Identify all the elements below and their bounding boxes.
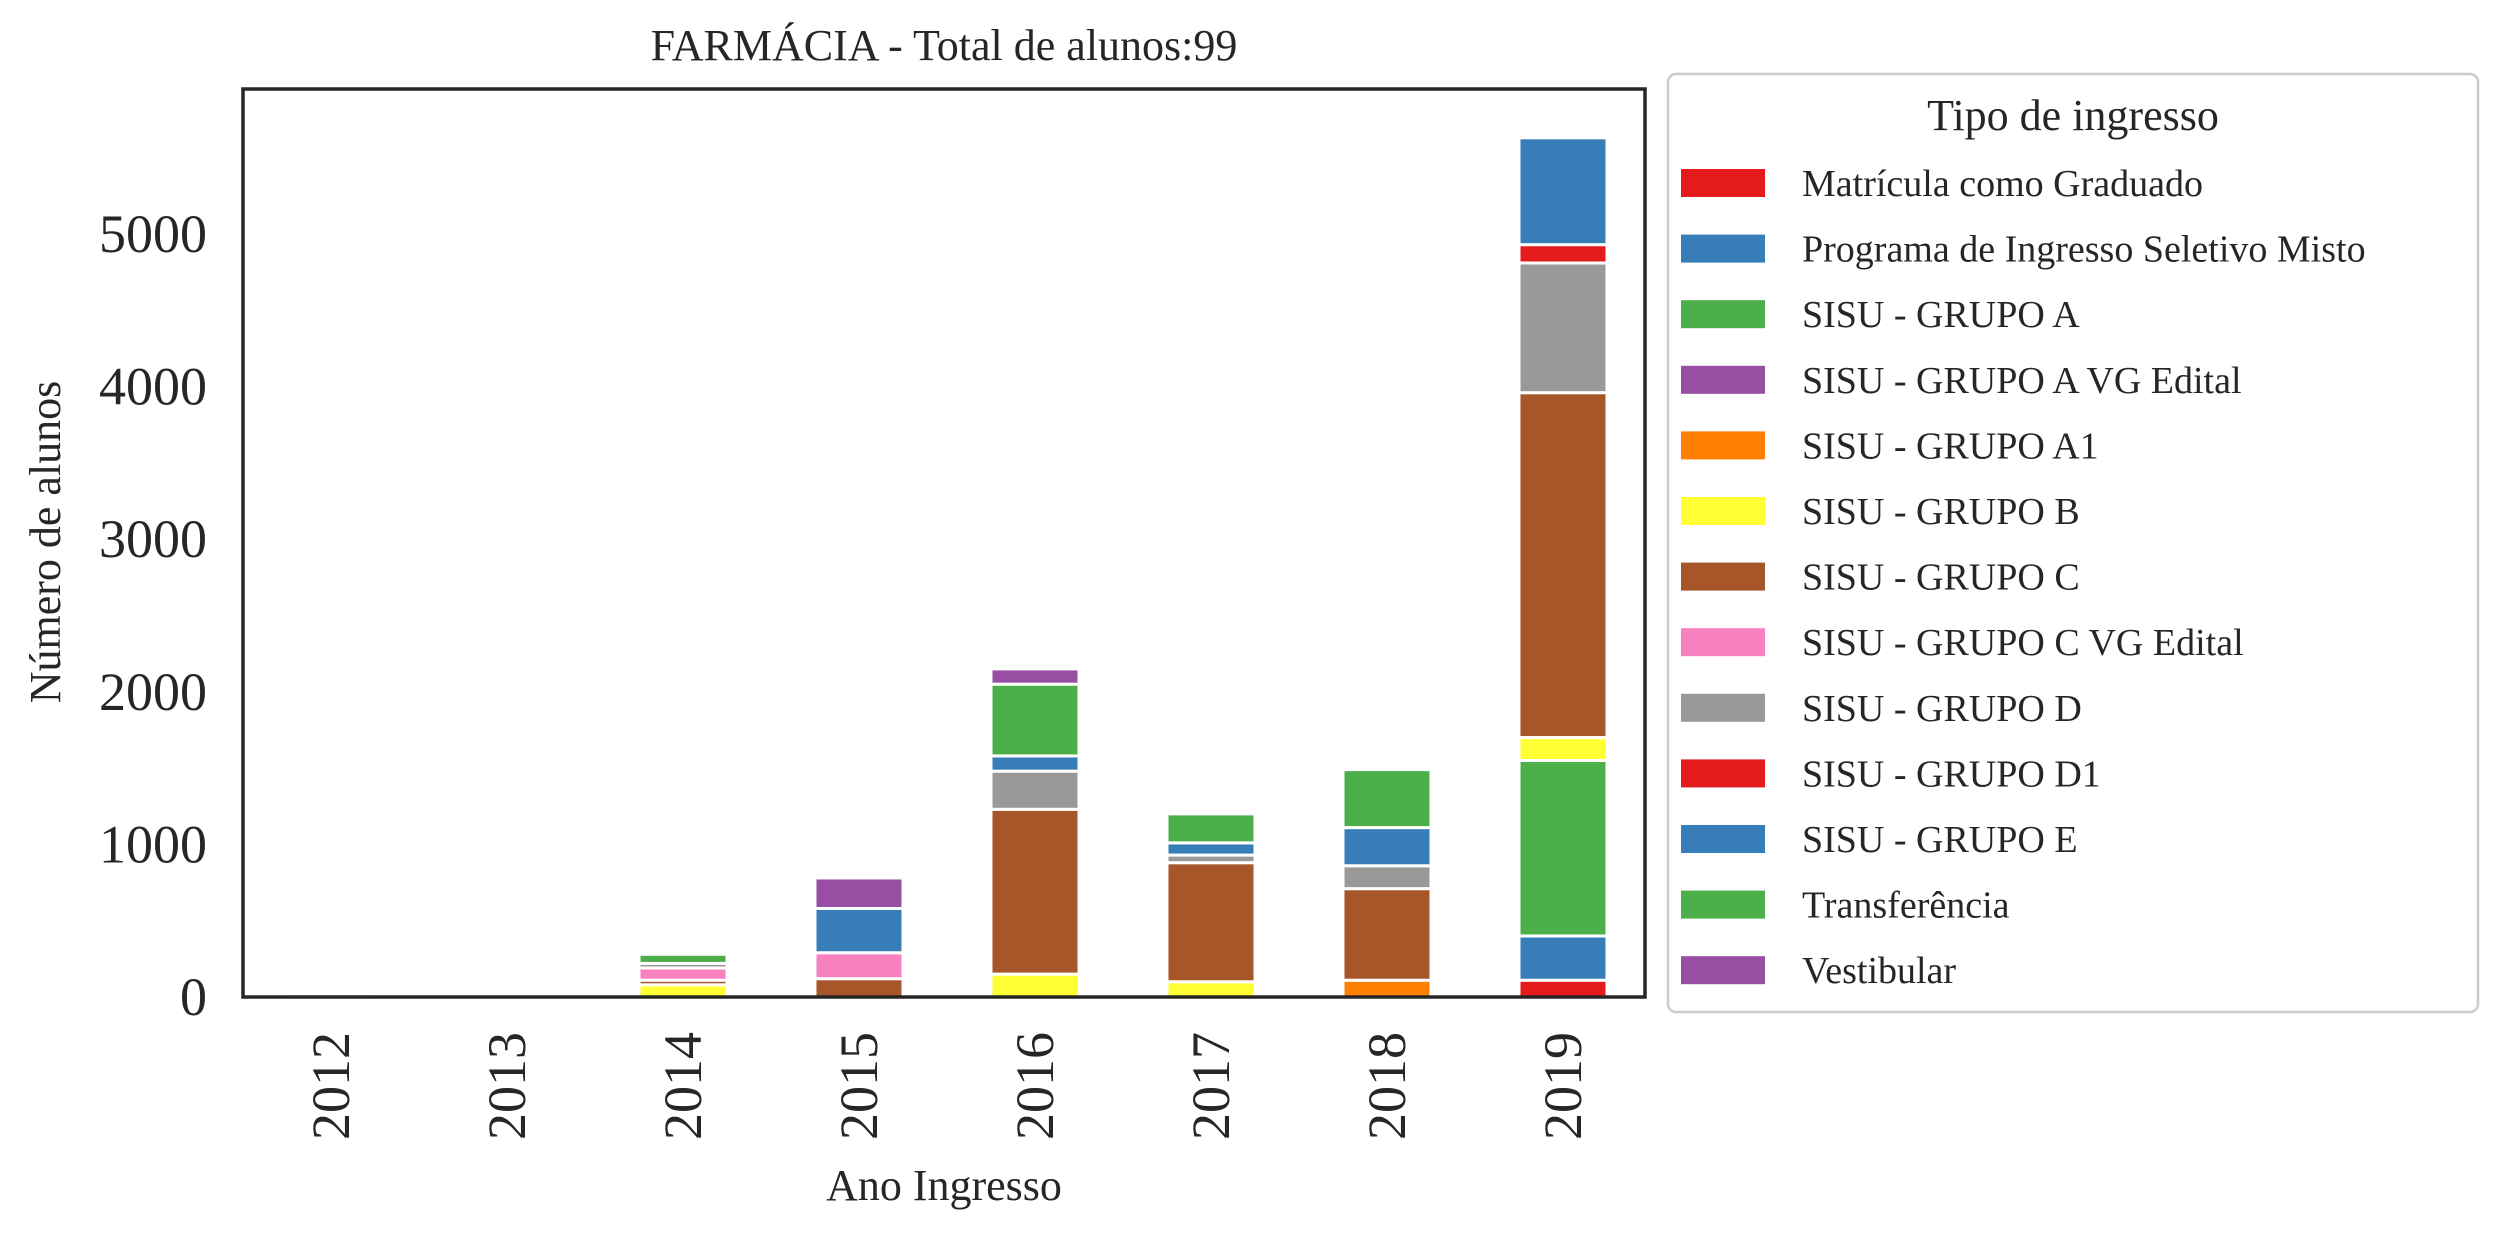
bar-segment (1517, 978, 1609, 999)
bar-segment (1341, 768, 1433, 830)
bar-segment (1517, 758, 1609, 938)
x-tick-label: 2016 (1005, 1032, 1065, 1140)
bar-segment (637, 952, 729, 965)
bar-segment (1517, 736, 1609, 762)
legend-swatch (1681, 300, 1765, 329)
x-tick-label: 2014 (653, 1032, 713, 1140)
legend-swatch (1681, 693, 1765, 722)
x-tick-label: 2019 (1533, 1032, 1593, 1140)
y-tick-label: 5000 (99, 204, 207, 264)
legend-label: SISU - GRUPO A1 (1802, 425, 2099, 467)
legend-swatch (1681, 431, 1765, 460)
y-axis-label: Número de alunos (21, 381, 70, 704)
chart-title: FARMÁCIA - Total de alunos:99 (651, 21, 1238, 70)
legend-swatch (1681, 890, 1765, 919)
bar-segment (1341, 978, 1433, 999)
legend-swatch (1681, 825, 1765, 853)
legend-label: SISU - GRUPO A (1802, 294, 2080, 336)
x-tick-label: 2018 (1357, 1032, 1417, 1140)
legend-label: Vestibular (1802, 950, 1956, 992)
bar-segment (1165, 812, 1257, 845)
bar-segment (989, 769, 1081, 811)
legend-items: Matrícula como Graduado Programa de Ingre… (1681, 163, 2366, 992)
y-tick-label: 2000 (99, 662, 207, 722)
legend-label: SISU - GRUPO A VG Edital (1802, 360, 2242, 402)
bar-segment (1165, 980, 1257, 999)
bar-segment (1165, 861, 1257, 984)
legend-label: Transferência (1802, 885, 2010, 927)
bar-segment (637, 983, 729, 999)
x-tick-label: 2013 (477, 1032, 537, 1140)
legend-title: Tipo de ingresso (1927, 91, 2219, 140)
bar-segment (989, 807, 1081, 976)
plot-frame (241, 87, 1647, 999)
y-tick-label: 1000 (99, 814, 207, 874)
bar-segment (989, 972, 1081, 999)
legend-label: SISU - GRUPO B (1802, 491, 2080, 533)
legend-swatch (1681, 759, 1765, 788)
legend-swatch (1681, 497, 1765, 525)
x-tick-label: 2015 (829, 1032, 889, 1140)
legend-label: SISU - GRUPO E (1802, 819, 2078, 861)
y-tick-label: 0 (180, 967, 207, 1027)
legend-swatch (1681, 169, 1765, 197)
bar-segment (1517, 243, 1609, 265)
legend: Tipo de ingresso Matrícula como Graduado… (1666, 72, 2480, 1014)
y-ticks-group: 0 1000 2000 3000 4000 5000 (99, 204, 207, 1027)
legend-label: Matrícula como Graduado (1802, 163, 2203, 205)
bar-segment (989, 754, 1081, 773)
bar-segment (1341, 887, 1433, 982)
legend-swatch (1681, 562, 1765, 591)
x-tick-label: 2012 (301, 1032, 361, 1140)
legend-label: SISU - GRUPO C VG Edital (1802, 622, 2244, 664)
x-ticks-group: 2012 2013 2014 2015 2016 2017 2018 2019 (301, 1032, 1593, 1140)
bar-segment (1517, 934, 1609, 982)
bar-segment (637, 966, 729, 982)
bar-segment (989, 682, 1081, 758)
bar-segment (813, 876, 905, 910)
bar-segment (1341, 864, 1433, 891)
legend-swatch (1681, 628, 1765, 657)
legend-swatch (1681, 956, 1765, 985)
bar-segment (1517, 261, 1609, 395)
bar-segment (813, 951, 905, 981)
legend-swatch (1681, 234, 1765, 263)
bar-segment (813, 906, 905, 955)
bars-group (285, 136, 1609, 999)
bar-segment (989, 667, 1081, 686)
legend-label: SISU - GRUPO D (1802, 688, 2082, 730)
bar-segment (1165, 841, 1257, 857)
legend-label: SISU - GRUPO C (1802, 557, 2080, 599)
legend-box (1666, 72, 2480, 1014)
y-tick-label: 3000 (99, 509, 207, 569)
bar-segment (1517, 391, 1609, 740)
bar-segment (1341, 826, 1433, 868)
legend-label: Programa de Ingresso Seletivo Misto (1802, 229, 2366, 271)
bar-segment (813, 977, 905, 999)
legend-swatch (1681, 365, 1765, 394)
x-axis-label: Ano Ingresso (826, 1161, 1062, 1210)
y-tick-label: 4000 (99, 357, 207, 417)
legend-label: SISU - GRUPO D1 (1802, 753, 2101, 795)
x-tick-label: 2017 (1181, 1032, 1241, 1140)
bar-segment (1517, 136, 1609, 247)
